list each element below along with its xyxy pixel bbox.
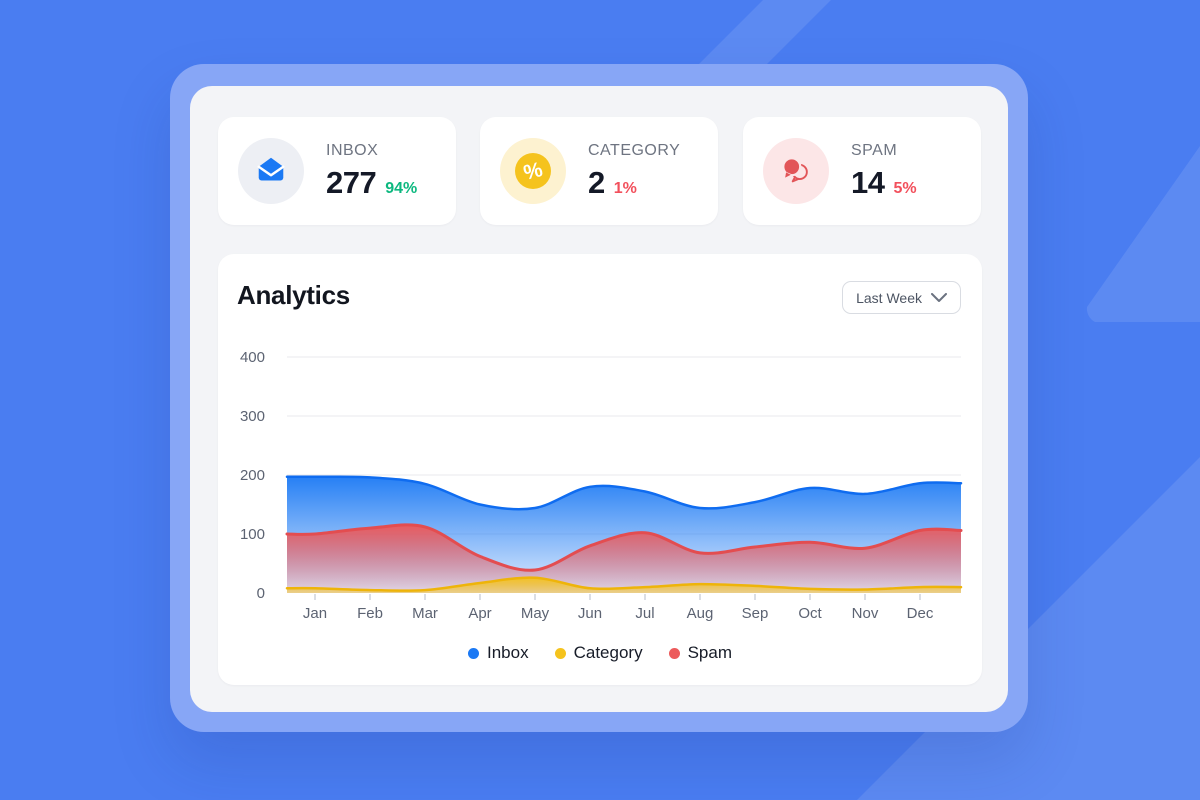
- page-title: Analytics: [237, 280, 350, 310]
- analytics-area-chart: 0 100 200 300 400 Jan Feb Mar Apr May Jun Jul Aug Sep…: [240, 349, 963, 622]
- stat-percent: 1%: [613, 179, 637, 197]
- svg-text:Nov: Nov: [852, 605, 879, 622]
- inbox-icon-circle: [238, 138, 304, 204]
- legend-dot: [668, 647, 680, 659]
- legend-item-spam[interactable]: Spam: [668, 643, 732, 663]
- svg-text:Oct: Oct: [798, 605, 822, 622]
- stat-value: 2: [588, 164, 605, 200]
- analytics-card: 0 100 200 300 400 Jan Feb Mar Apr May Jun Jul Aug Sep…: [218, 254, 982, 685]
- svg-text:Feb: Feb: [357, 605, 383, 622]
- legend-label: Inbox: [487, 643, 529, 662]
- stat-value: 277: [326, 164, 377, 200]
- stat-label: CATEGORY: [588, 141, 681, 159]
- chart-legend: Inbox Category Spam: [218, 643, 982, 663]
- stat-card-category: % CATEGORY 2 1%: [480, 117, 718, 225]
- date-range-dropdown[interactable]: Last Week: [842, 281, 961, 314]
- legend-label: Category: [573, 643, 643, 662]
- legend-item-inbox[interactable]: Inbox: [468, 643, 529, 663]
- svg-text:0: 0: [257, 585, 265, 602]
- svg-text:400: 400: [240, 349, 265, 366]
- legend-dot: [468, 647, 479, 659]
- svg-text:Sep: Sep: [742, 605, 769, 622]
- svg-text:Jan: Jan: [303, 605, 327, 622]
- chevron-down-icon: [931, 293, 947, 302]
- svg-text:300: 300: [240, 408, 265, 425]
- stat-label: SPAM: [851, 141, 898, 159]
- svg-text:Jun: Jun: [578, 605, 602, 622]
- mail-icon: [257, 157, 285, 181]
- chat-bubbles-icon: [782, 157, 808, 183]
- svg-text:Jul: Jul: [635, 605, 654, 622]
- stat-percent: 94%: [385, 179, 418, 197]
- svg-text:May: May: [521, 605, 550, 622]
- svg-text:Dec: Dec: [907, 605, 934, 622]
- legend-label: Spam: [687, 643, 732, 662]
- legend-item-category[interactable]: Category: [554, 643, 643, 663]
- stat-card-spam: SPAM 14 5%: [743, 117, 981, 225]
- legend-dot: [554, 647, 566, 659]
- stat-label: INBOX: [326, 141, 379, 159]
- svg-text:Mar: Mar: [412, 605, 438, 622]
- svg-text:Aug: Aug: [687, 605, 714, 622]
- category-icon-circle: %: [500, 138, 566, 204]
- svg-text:200: 200: [240, 467, 265, 484]
- stat-percent: 5%: [893, 179, 917, 197]
- stat-value: 14: [851, 164, 885, 200]
- svg-text:Apr: Apr: [468, 605, 491, 622]
- spam-icon-circle: [763, 138, 829, 204]
- decor-rounded-triangle: [1086, 146, 1200, 322]
- stat-card-inbox: INBOX 277 94%: [218, 117, 456, 225]
- date-range-label: Last Week: [856, 289, 922, 306]
- svg-text:%: %: [521, 158, 545, 185]
- svg-text:100: 100: [240, 526, 265, 543]
- percent-icon: %: [515, 153, 551, 189]
